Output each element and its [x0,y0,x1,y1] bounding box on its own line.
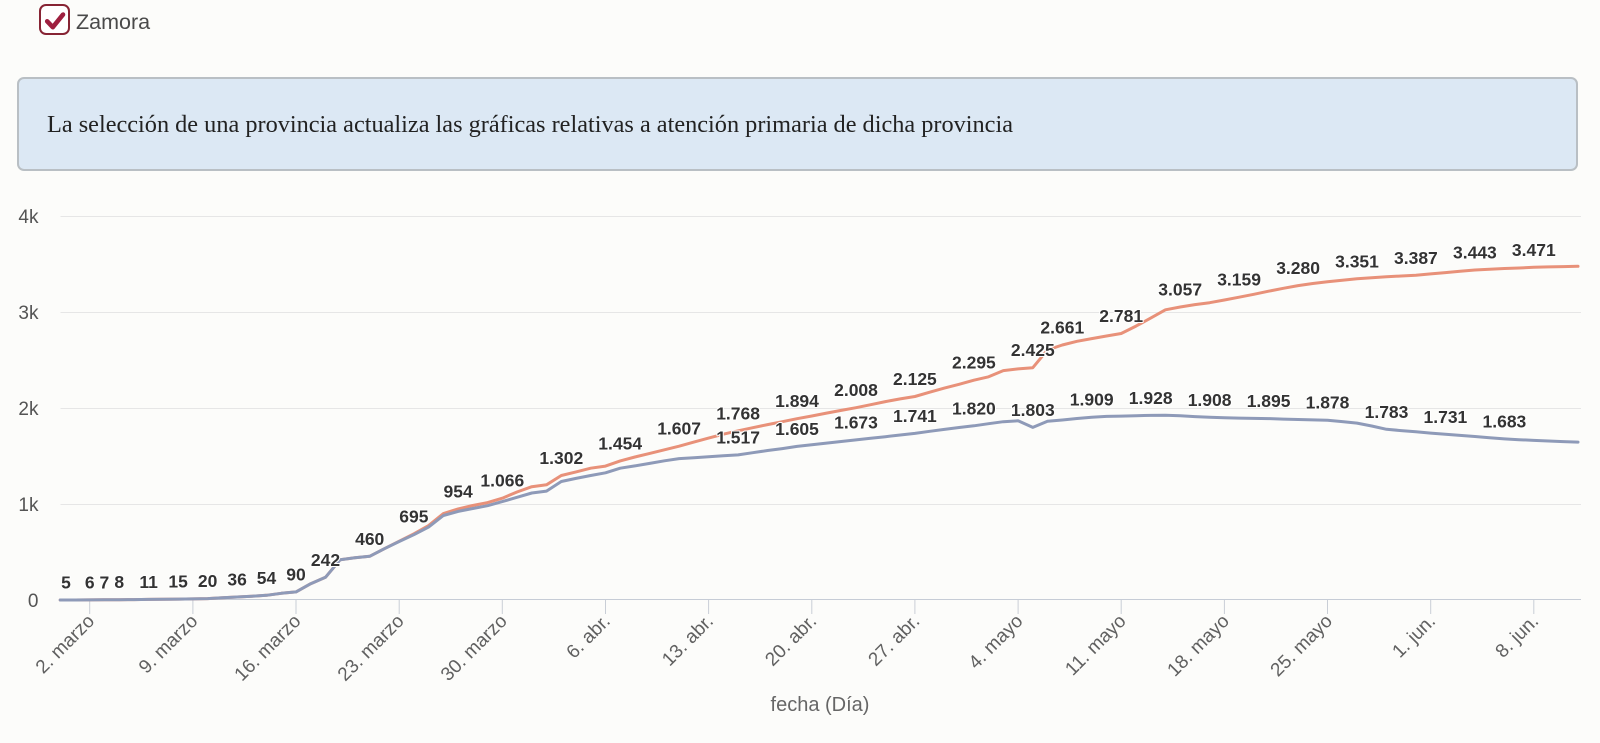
svg-text:2.125: 2.125 [893,369,937,389]
svg-text:1.605: 1.605 [775,419,819,439]
svg-text:1.673: 1.673 [834,412,878,432]
svg-text:1.878: 1.878 [1306,393,1350,413]
svg-text:90: 90 [286,564,306,584]
svg-text:1.783: 1.783 [1365,402,1409,422]
svg-text:242: 242 [311,550,340,570]
svg-text:1.607: 1.607 [657,419,701,439]
svg-text:1.908: 1.908 [1188,390,1232,410]
svg-text:1.894: 1.894 [775,391,819,411]
svg-text:3.387: 3.387 [1394,248,1438,268]
svg-text:1.895: 1.895 [1247,391,1291,411]
svg-text:1.768: 1.768 [716,403,760,423]
svg-text:695: 695 [399,506,428,526]
svg-text:1k: 1k [18,495,39,516]
svg-text:8. jun.: 8. jun. [1492,611,1543,662]
svg-text:4. mayo: 4. mayo [965,611,1028,674]
svg-text:1.454: 1.454 [598,433,642,453]
svg-text:2.425: 2.425 [1011,340,1055,360]
svg-text:36: 36 [227,570,247,590]
svg-text:54: 54 [257,568,277,588]
svg-text:1.909: 1.909 [1070,390,1114,410]
svg-text:11. mayo: 11. mayo [1061,611,1130,680]
svg-text:0: 0 [28,591,39,612]
svg-text:1.928: 1.928 [1129,388,1173,408]
svg-text:1.517: 1.517 [716,427,760,447]
svg-text:27. abr.: 27. abr. [865,611,925,671]
svg-text:15: 15 [168,572,188,592]
svg-text:4k: 4k [18,207,39,228]
svg-text:11: 11 [139,572,158,592]
svg-text:460: 460 [355,529,384,549]
svg-text:1.741: 1.741 [893,406,937,426]
svg-text:3.057: 3.057 [1158,280,1202,300]
svg-text:6: 6 [85,572,95,592]
svg-text:13. abr.: 13. abr. [658,611,718,671]
svg-text:7: 7 [100,572,110,592]
svg-text:1.066: 1.066 [480,471,524,491]
svg-text:5: 5 [61,573,71,593]
svg-text:2.781: 2.781 [1099,306,1143,326]
svg-text:3.351: 3.351 [1335,251,1379,271]
svg-text:20: 20 [198,571,218,591]
svg-text:1.302: 1.302 [539,448,583,468]
svg-text:18. mayo: 18. mayo [1164,611,1234,681]
svg-text:2.661: 2.661 [1040,318,1084,338]
svg-text:3.471: 3.471 [1512,240,1556,260]
svg-text:23. marzo: 23. marzo [334,611,409,686]
svg-text:fecha (Día): fecha (Día) [771,694,870,716]
svg-text:20. abr.: 20. abr. [761,611,821,671]
svg-text:2. marzo: 2. marzo [32,611,99,678]
svg-text:25. mayo: 25. mayo [1267,611,1337,681]
svg-text:16. marzo: 16. marzo [231,611,306,686]
svg-text:9. marzo: 9. marzo [135,611,202,678]
svg-text:1.820: 1.820 [952,398,996,418]
svg-text:954: 954 [443,481,472,501]
svg-text:1.683: 1.683 [1483,411,1527,431]
svg-text:1.803: 1.803 [1011,400,1055,420]
svg-text:2k: 2k [18,399,39,420]
svg-text:30. marzo: 30. marzo [437,611,512,686]
svg-text:3k: 3k [18,303,39,324]
svg-text:2.295: 2.295 [952,353,996,373]
svg-text:3.443: 3.443 [1453,243,1497,263]
svg-text:6. abr.: 6. abr. [563,611,615,663]
svg-text:2.008: 2.008 [834,380,878,400]
svg-text:3.280: 3.280 [1276,258,1320,278]
svg-text:8: 8 [114,572,124,592]
svg-text:1. jun.: 1. jun. [1389,611,1440,662]
svg-text:1.731: 1.731 [1424,407,1468,427]
svg-text:3.159: 3.159 [1217,270,1261,290]
